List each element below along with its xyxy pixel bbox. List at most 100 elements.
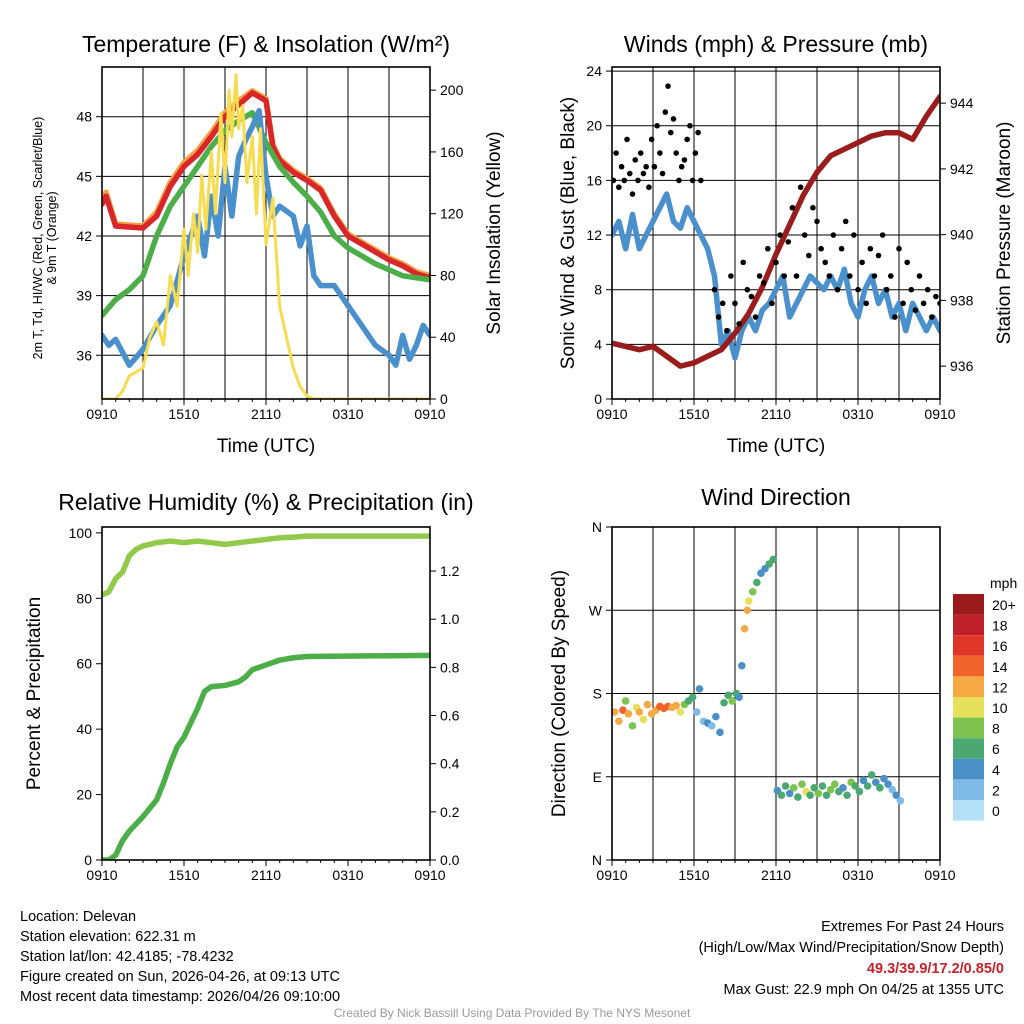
gust-point [752, 314, 759, 320]
legend-title: mph [990, 575, 1017, 591]
x-tick-label: 0310 [842, 406, 873, 422]
gust-point [748, 293, 755, 300]
plot-frame [101, 526, 431, 861]
legend-label: 6 [992, 741, 1000, 757]
wind-direction-point [724, 691, 732, 700]
x-tick-label: 0910 [924, 867, 955, 883]
y-right-tick-label: 0.2 [440, 804, 460, 820]
wind-direction-point [621, 697, 630, 705]
gust-point [888, 273, 894, 279]
gust-point [904, 259, 910, 266]
y-tick-label: N [592, 852, 602, 868]
max-gust-text: Max Gust: 22.9 mph On 04/25 at 1355 UTC [723, 982, 1004, 998]
gust-point [651, 163, 658, 170]
wind-direction-point [744, 597, 753, 605]
gust-point [662, 109, 669, 115]
legend-label: 8 [992, 721, 1000, 737]
wind-direction-point [855, 787, 864, 796]
gust-point [676, 177, 682, 184]
x-tick-label: 1510 [168, 867, 199, 883]
y-tick-label: 39 [76, 288, 92, 304]
gust-point [736, 321, 742, 327]
x-tick-label: 1510 [678, 406, 709, 422]
wind-direction-point [781, 782, 790, 790]
wind-direction-point [612, 708, 619, 716]
y-right-tick-label: 0 [440, 391, 448, 407]
gust-point [806, 252, 812, 259]
wind-direction-point [735, 693, 743, 701]
legend-label: 14 [992, 659, 1008, 675]
chart-panel-1: Winds (mph) & Pressure (mb) 0 4 8 12 16 20 24 93… [558, 31, 1015, 457]
gust-point [715, 314, 722, 320]
y-axis-label: Percent & Precipitation [24, 597, 45, 790]
y-tick-label: 45 [76, 168, 92, 184]
gust-point [789, 204, 796, 211]
gust-point [801, 232, 808, 238]
x-tick-label: 1510 [678, 867, 709, 883]
plot-frame [611, 66, 941, 400]
y-tick-label: 12 [586, 227, 602, 243]
gust-point [842, 218, 849, 225]
plot-area [102, 73, 430, 399]
y-tick-label: 80 [76, 590, 92, 606]
x-tick-label: 0910 [86, 406, 117, 422]
y-tick-label: 4 [594, 336, 602, 352]
wind-direction-point [826, 785, 835, 794]
gust-point [654, 122, 660, 129]
wind-direction-point [692, 708, 701, 716]
gust-point [847, 273, 853, 279]
gust-point [883, 286, 890, 293]
relative-humidity-line [102, 533, 430, 598]
location-text: Location: Delevan [20, 909, 137, 925]
gust-point [616, 184, 622, 191]
wind-direction-point [624, 710, 633, 718]
gust-point [695, 129, 701, 136]
legend-swatch [953, 779, 984, 800]
x-tick-label: 0310 [332, 867, 363, 883]
y-tick-label: 20 [76, 787, 92, 803]
gust-point [613, 150, 619, 156]
gust-point [855, 286, 861, 293]
gust-point [826, 273, 833, 279]
gust-point [740, 259, 746, 266]
wind-direction-point [716, 728, 724, 737]
wind-direction-point [876, 784, 884, 792]
wind-direction-point [818, 782, 827, 790]
wind-direction-point [720, 698, 728, 707]
gust-point [692, 150, 699, 156]
y-right-tick-label: 160 [440, 144, 464, 160]
x-tick-label: 0910 [414, 867, 445, 883]
y-tick-label: 0 [84, 852, 92, 868]
wind-direction-point [707, 722, 716, 730]
gust-point [814, 218, 820, 225]
station-pressure-line [612, 93, 940, 369]
gust-point [728, 273, 734, 279]
y-tick-label: 8 [594, 282, 602, 298]
plot-area [102, 533, 430, 860]
gust-point [822, 259, 828, 266]
gust-point [892, 314, 898, 320]
y-axis-label: Direction (Colored By Speed) [549, 570, 570, 817]
y-right-tick-label: 1.0 [440, 611, 460, 627]
solar-insolation-line [102, 73, 430, 399]
y-right-tick-label: 940 [950, 227, 974, 243]
wind-direction-point [635, 708, 644, 716]
gust-point [724, 327, 730, 334]
chart-panel-2: Relative Humidity (%) & Precipitation (i… [24, 489, 474, 883]
recent-data-text: Most recent data timestamp: 2026/04/26 0… [20, 989, 341, 1005]
y-right-tick-label: 120 [440, 206, 464, 222]
x-tick-label: 0910 [414, 406, 445, 422]
wind-direction-point [810, 784, 819, 792]
gust-point [859, 259, 865, 266]
extremes-fields: (High/Low/Max Wind/Precipitation/Snow De… [698, 940, 1004, 956]
gust-point [785, 239, 792, 245]
wind-direction-point [743, 606, 752, 615]
x-tick-label: 1510 [168, 406, 199, 422]
legend-swatch [953, 676, 984, 697]
y-axis-label: & 9m T (Orange) [45, 191, 59, 284]
y-right-tick-label: 1.2 [440, 563, 460, 579]
gust-point [838, 245, 845, 252]
y-tick-label: 16 [586, 172, 602, 188]
wind-direction-point [888, 785, 896, 794]
gust-point [646, 184, 652, 191]
